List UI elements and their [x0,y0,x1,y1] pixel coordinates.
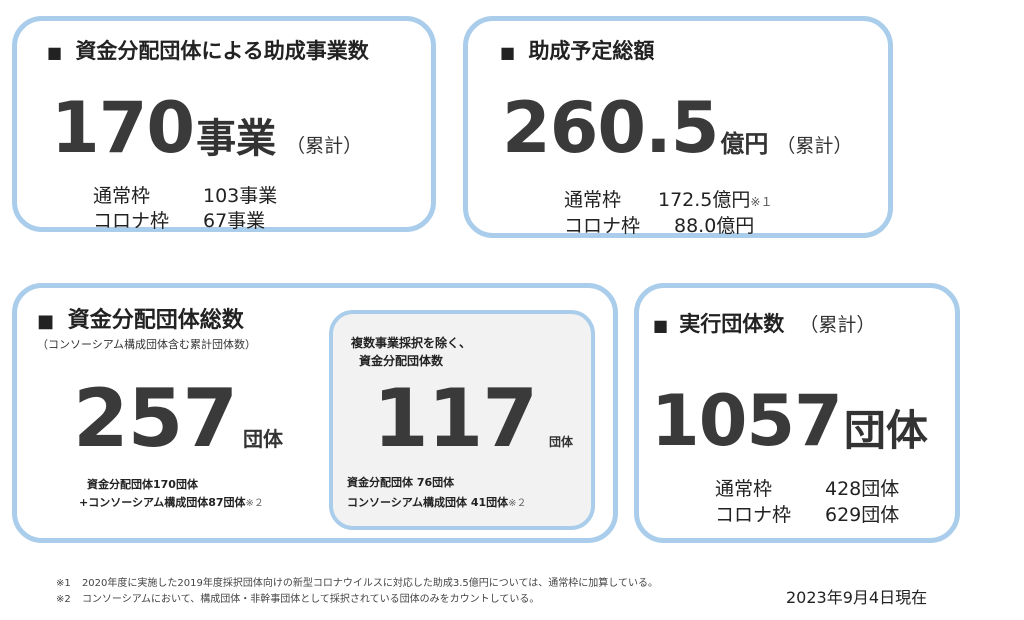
footnote: ※1 2020年度に実施した2019年度採択団体向けの新型コロナウイルスに対応し… [56,574,658,589]
footnote-mark: ※２ [245,498,264,509]
card-heading: ■ 助成予定総額 [500,35,654,65]
row-value: 629団体 [825,504,900,526]
footnote-mark: ※１ [750,195,773,209]
inner-breakdown-text: コンソーシアム構成団体 41団体 [347,496,509,509]
footnote-text: 2020年度に実施した2019年度採択団体向けの新型コロナウイルスに対応した助成… [81,578,658,589]
inner-breakdown-line: 資金分配団体 76団体 [347,476,455,489]
heading-suffix: （累計） [799,314,876,336]
row-value: 428団体 [825,478,900,500]
total-value: 260.5 [502,87,719,169]
card-subheading: （コンソーシアム構成団体含む累計団体数） [37,338,257,351]
row-label: 通常枠 [93,185,151,207]
heading-text: 資金分配団体総数 [67,308,244,333]
square-bullet-icon: ■ [47,43,63,62]
total-figure: 170事業 （累計） [51,87,362,169]
heading-text: 実行団体数 [679,312,785,336]
heading-text: 助成予定総額 [528,39,655,63]
row-value: 67事業 [203,210,266,232]
row-label: コロナ枠 [93,210,170,232]
total-unit: 団体 [243,427,283,451]
footnote-mark: ※２ [508,498,527,509]
card-unique-funding-orgs: 複数事業採択を除く、 資金分配団体数 117 団体 資金分配団体 76団体 コンソ… [329,310,595,530]
total-unit: 事業 [196,116,277,162]
breakdown-text: +コンソーシアム構成団体87団体 [79,496,246,509]
square-bullet-icon: ■ [653,316,669,335]
square-bullet-icon: ■ [500,43,516,62]
row-value-text: 172.5億円 [658,189,751,211]
as-of-date: 2023年9月4日現在 [786,588,928,607]
total-figure: 257 団体 [73,372,283,465]
total-suffix: （累計） [286,135,363,157]
row-label: コロナ枠 [715,504,792,526]
card-funding-orgs: ■ 資金分配団体総数 （コンソーシアム構成団体含む累計団体数） 257 団体 資金… [12,283,618,543]
total-value: 257 [73,372,238,465]
total-value: 170 [51,87,195,169]
heading-text: 資金分配団体による助成事業数 [75,39,369,63]
card-implementing-orgs: ■ 実行団体数 （累計） 1057団体 通常枠 428団体 コロナ枠 629団体 [634,283,960,543]
card-heading: ■ 実行団体数 （累計） [653,308,875,338]
row-value: 88.0億円 [674,215,755,237]
inner-figure: 117 団体 [373,372,573,465]
footnote-text: コンソーシアムにおいて、構成団体・非幹事団体として採択されている団体のみをカウン… [81,594,540,605]
inner-unit: 団体 [549,435,574,449]
total-unit: 団体 [843,406,928,455]
row-label: コロナ枠 [564,215,641,237]
total-suffix: （累計） [776,135,853,157]
footnote: ※2 コンソーシアムにおいて、構成団体・非幹事団体として採択されている団体のみを… [56,590,539,605]
inner-value: 117 [373,372,538,465]
total-unit: 億円 [720,130,769,158]
row-label: 通常枠 [564,189,622,211]
row-value: 172.5億円※１ [658,185,772,212]
card-heading: ■ 資金分配団体による助成事業数 [47,35,369,65]
card-grant-projects: ■ 資金分配団体による助成事業数 170事業 （累計） 通常枠 103事業 コロナ… [12,16,436,232]
total-value: 1057 [651,380,843,462]
square-bullet-icon: ■ [37,311,55,332]
row-label: 通常枠 [715,478,773,500]
card-heading: ■ 資金分配団体総数 [37,302,244,334]
inner-heading-line: 複数事業採択を除く、 [351,336,472,350]
row-value: 103事業 [203,185,278,207]
breakdown-line: 資金分配団体170団体 [87,478,198,491]
footnote-mark: ※1 [56,578,71,589]
inner-breakdown-line: コンソーシアム構成団体 41団体※２ [347,494,527,510]
breakdown-line: +コンソーシアム構成団体87団体※２ [79,494,264,510]
footnote-mark: ※2 [56,594,71,605]
inner-heading-line: 資金分配団体数 [359,354,444,368]
card-grant-amount: ■ 助成予定総額 260.5億円 （累計） 通常枠 172.5億円※１ コロナ枠 … [463,16,893,238]
total-figure: 1057団体 [651,380,928,462]
total-figure: 260.5億円 （累計） [502,87,852,169]
